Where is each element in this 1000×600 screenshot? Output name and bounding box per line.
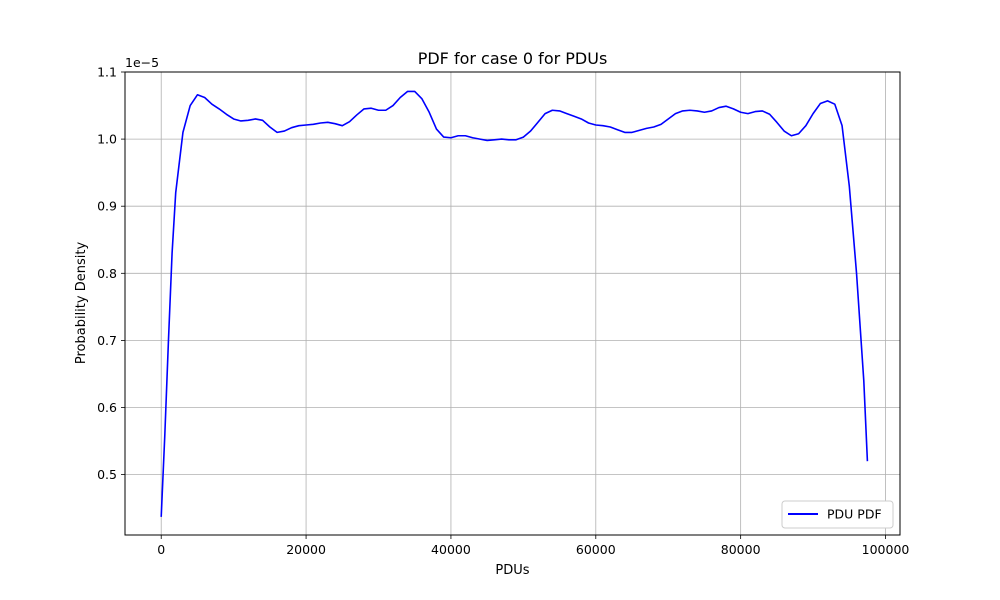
series-layer	[160, 90, 869, 517]
x-axis-label: PDUs	[495, 563, 529, 578]
y-tick-label: 1.0	[97, 132, 117, 147]
y-tick-label: 0.6	[97, 400, 117, 415]
x-tick-label: 80000	[721, 542, 761, 557]
plot-frame	[124, 71, 901, 536]
series-line-pdu-pdf	[160, 90, 869, 517]
y-axis-label: Probability Density	[74, 242, 89, 365]
legend: PDU PDF	[781, 500, 894, 529]
legend-label: PDU PDF	[827, 507, 882, 522]
y-tick-label: 0.9	[97, 199, 117, 214]
legend-box	[781, 500, 894, 529]
y-tick-label: 0.8	[97, 266, 117, 281]
x-tick-label: 20000	[286, 542, 326, 557]
y-tick-label: 0.5	[97, 467, 117, 482]
x-tick-label: 40000	[431, 542, 471, 557]
y-tick-label: 0.7	[97, 333, 117, 348]
y-tick-label: 1.1	[97, 65, 117, 80]
x-tick-label: 60000	[576, 542, 616, 557]
y-offset-label: 1e−5	[125, 55, 159, 70]
x-tick-label: 100000	[862, 542, 910, 557]
tick-layer: 0 20000 40000 60000 80000 100000 0.5 0.6 0.7 0.8 0…	[97, 65, 909, 558]
x-tick-label: 0	[157, 542, 165, 557]
grid-layer	[125, 71, 900, 535]
chart-title: PDF for case 0 for PDUs	[418, 49, 608, 68]
